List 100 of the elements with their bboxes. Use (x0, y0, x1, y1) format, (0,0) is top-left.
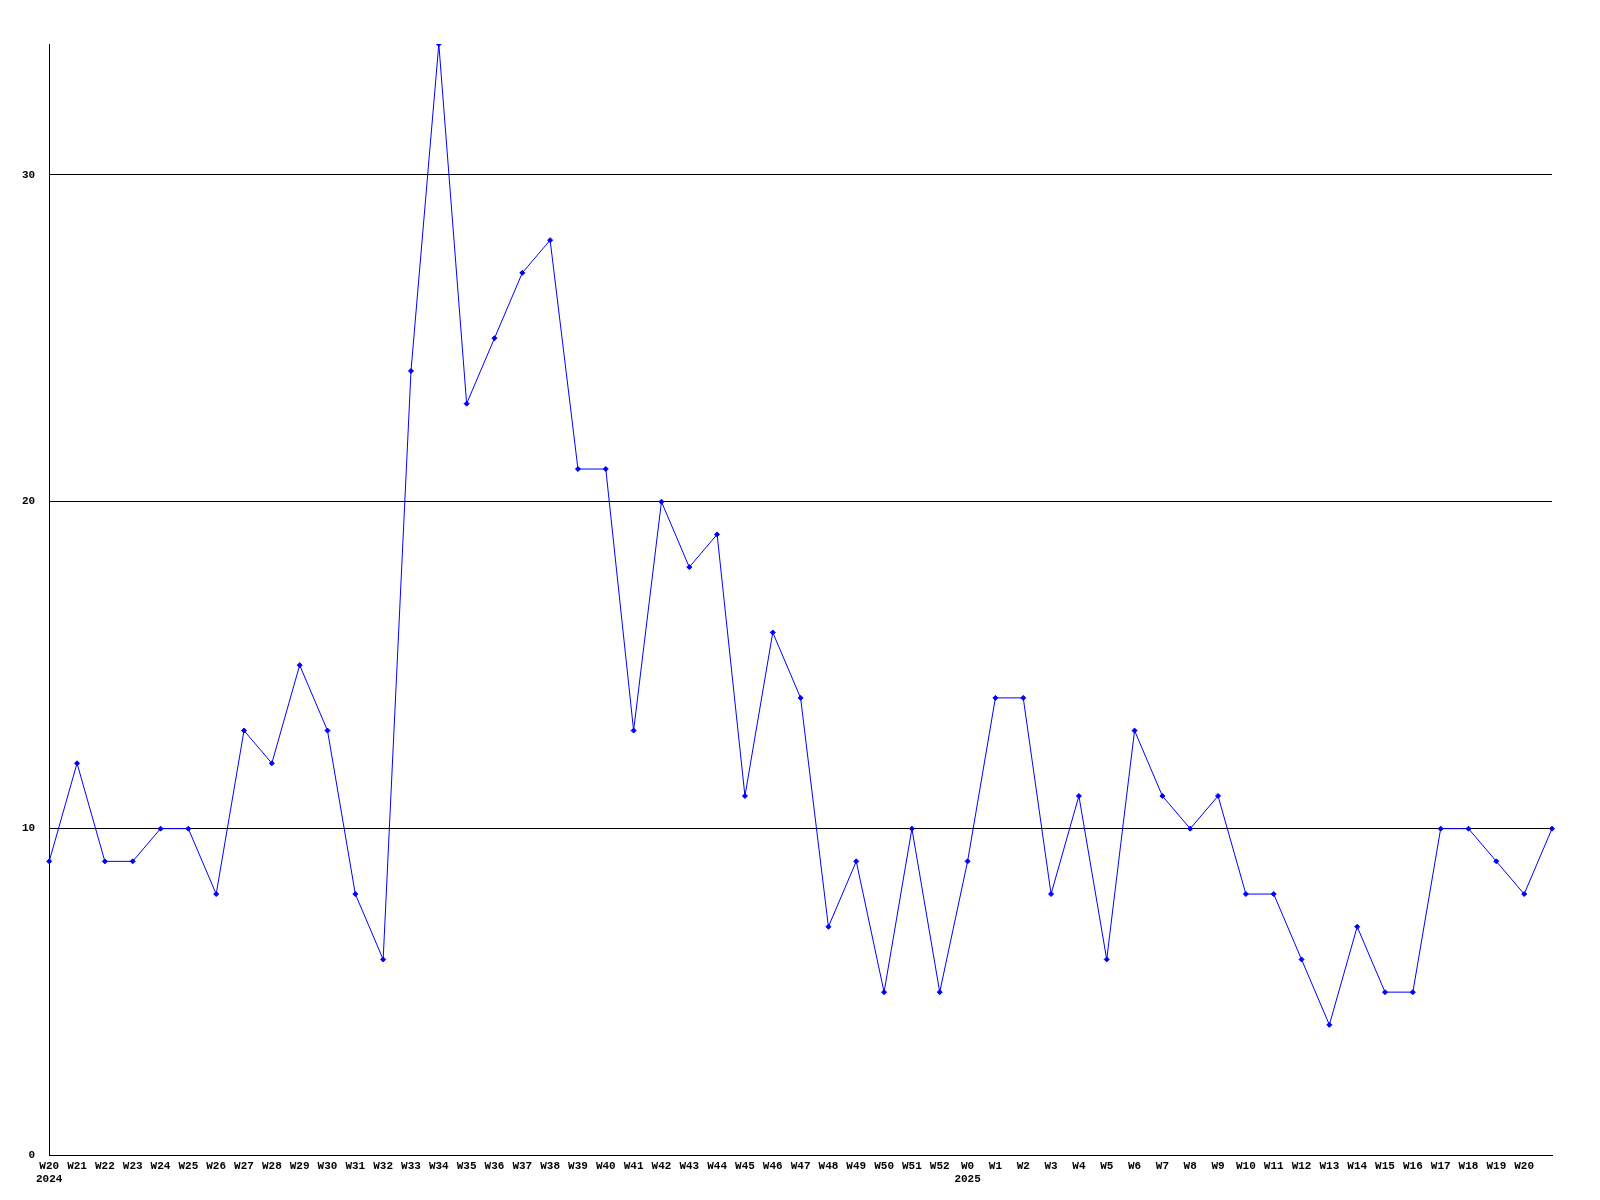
point (574, 466, 581, 473)
point (547, 237, 554, 244)
point (380, 956, 387, 963)
x-tick-label: W20 (1514, 1159, 1535, 1172)
x-tick-label: W26 (206, 1159, 227, 1172)
x-tick-label: W14 (1347, 1159, 1368, 1172)
x-tick-label: W46 (762, 1159, 783, 1172)
point (241, 727, 248, 734)
point (825, 923, 832, 930)
x-tick-label: W4 (1072, 1159, 1086, 1172)
x-tick-label: W44 (707, 1159, 728, 1172)
point (185, 825, 192, 832)
x-tick-label: W33 (401, 1159, 422, 1172)
x-tick-label: W22 (94, 1159, 115, 1172)
point (1354, 923, 1361, 930)
x-tick-label: W49 (846, 1159, 867, 1172)
x-tick-label: W39 (568, 1159, 588, 1172)
x-tick-label: W37 (512, 1159, 533, 1172)
x-tick-label: W41 (623, 1159, 644, 1172)
point (797, 694, 804, 701)
point (936, 989, 943, 996)
point (1242, 891, 1249, 898)
x-tick-label: W16 (1402, 1159, 1423, 1172)
x-tick-label: W19 (1486, 1159, 1507, 1172)
point (1103, 956, 1110, 963)
x-tick-label: W48 (818, 1159, 839, 1172)
x-tick-label: W13 (1319, 1159, 1340, 1172)
point (1465, 825, 1472, 832)
x-tick-label: W42 (651, 1159, 672, 1172)
point (74, 760, 81, 767)
point (658, 498, 665, 505)
x-tick-label: W17 (1430, 1159, 1451, 1172)
x-tick-label: W31 (345, 1159, 366, 1172)
x-tick-label: W34 (428, 1159, 450, 1172)
x-tick-label: W9 (1211, 1159, 1225, 1172)
point (129, 858, 136, 865)
x-tick-label: W47 (790, 1159, 811, 1172)
point (463, 400, 470, 407)
x-tick-label: W1 (988, 1159, 1003, 1172)
point (1187, 825, 1194, 832)
point (741, 792, 748, 799)
point (908, 825, 915, 832)
y-tick-label: 10 (22, 822, 36, 835)
x-tick-label: W51 (902, 1159, 923, 1172)
x-tick-label: W29 (289, 1159, 310, 1172)
x-tick-label: W15 (1375, 1159, 1396, 1172)
point (1020, 694, 1027, 701)
point (714, 531, 721, 538)
point (602, 466, 609, 473)
x-tick-label: W21 (67, 1159, 88, 1172)
point (1493, 858, 1500, 865)
point (296, 662, 303, 669)
x-tick-label: W6 (1127, 1159, 1142, 1172)
point (1298, 956, 1305, 963)
x-tick-label: W45 (735, 1159, 756, 1172)
point (992, 694, 999, 701)
point (268, 760, 275, 767)
x-tick-label: W24 (150, 1159, 171, 1172)
point (491, 335, 498, 342)
point (1131, 727, 1138, 734)
x-tick-label: W50 (874, 1159, 894, 1172)
point (352, 891, 359, 898)
x-tick-label: W43 (679, 1159, 700, 1172)
x-tick-label: W10 (1235, 1159, 1256, 1172)
point (1159, 792, 1166, 799)
point (853, 858, 860, 865)
point (407, 367, 414, 374)
point (157, 825, 164, 832)
x-tick-label: W20 2024 (36, 1159, 63, 1186)
x-tick-label: W38 (540, 1159, 561, 1172)
x-tick-label: W12 (1291, 1159, 1312, 1172)
point (769, 629, 776, 636)
point (964, 858, 971, 865)
x-tick-label: W3 (1044, 1159, 1059, 1172)
x-tick-label: W27 (234, 1159, 254, 1172)
x-tick-label: W25 (178, 1159, 199, 1172)
x-tick-label: W18 (1458, 1159, 1479, 1172)
x-tick-label: W52 (929, 1159, 950, 1172)
point (1075, 792, 1082, 799)
point (46, 858, 53, 865)
x-tick-label: W40 (595, 1159, 616, 1172)
point (213, 891, 220, 898)
x-tick-label: W23 (122, 1159, 143, 1172)
y-tick-label: 20 (22, 495, 36, 508)
point (686, 564, 693, 571)
point (1215, 792, 1222, 799)
x-tick-label: W5 (1100, 1159, 1114, 1172)
point (1521, 891, 1528, 898)
point (1270, 891, 1277, 898)
point (1326, 1021, 1333, 1028)
point (101, 858, 108, 865)
point (1549, 825, 1555, 832)
x-tick-label: W32 (373, 1159, 394, 1172)
y-tick-label: 0 (28, 1149, 36, 1162)
y-tick-label: 30 (22, 168, 36, 181)
x-tick-label: W0 2025 (954, 1159, 982, 1186)
point (1409, 989, 1416, 996)
point (1382, 989, 1389, 996)
x-tick-label: W8 (1183, 1159, 1198, 1172)
x-tick-label: W7 (1155, 1159, 1169, 1172)
